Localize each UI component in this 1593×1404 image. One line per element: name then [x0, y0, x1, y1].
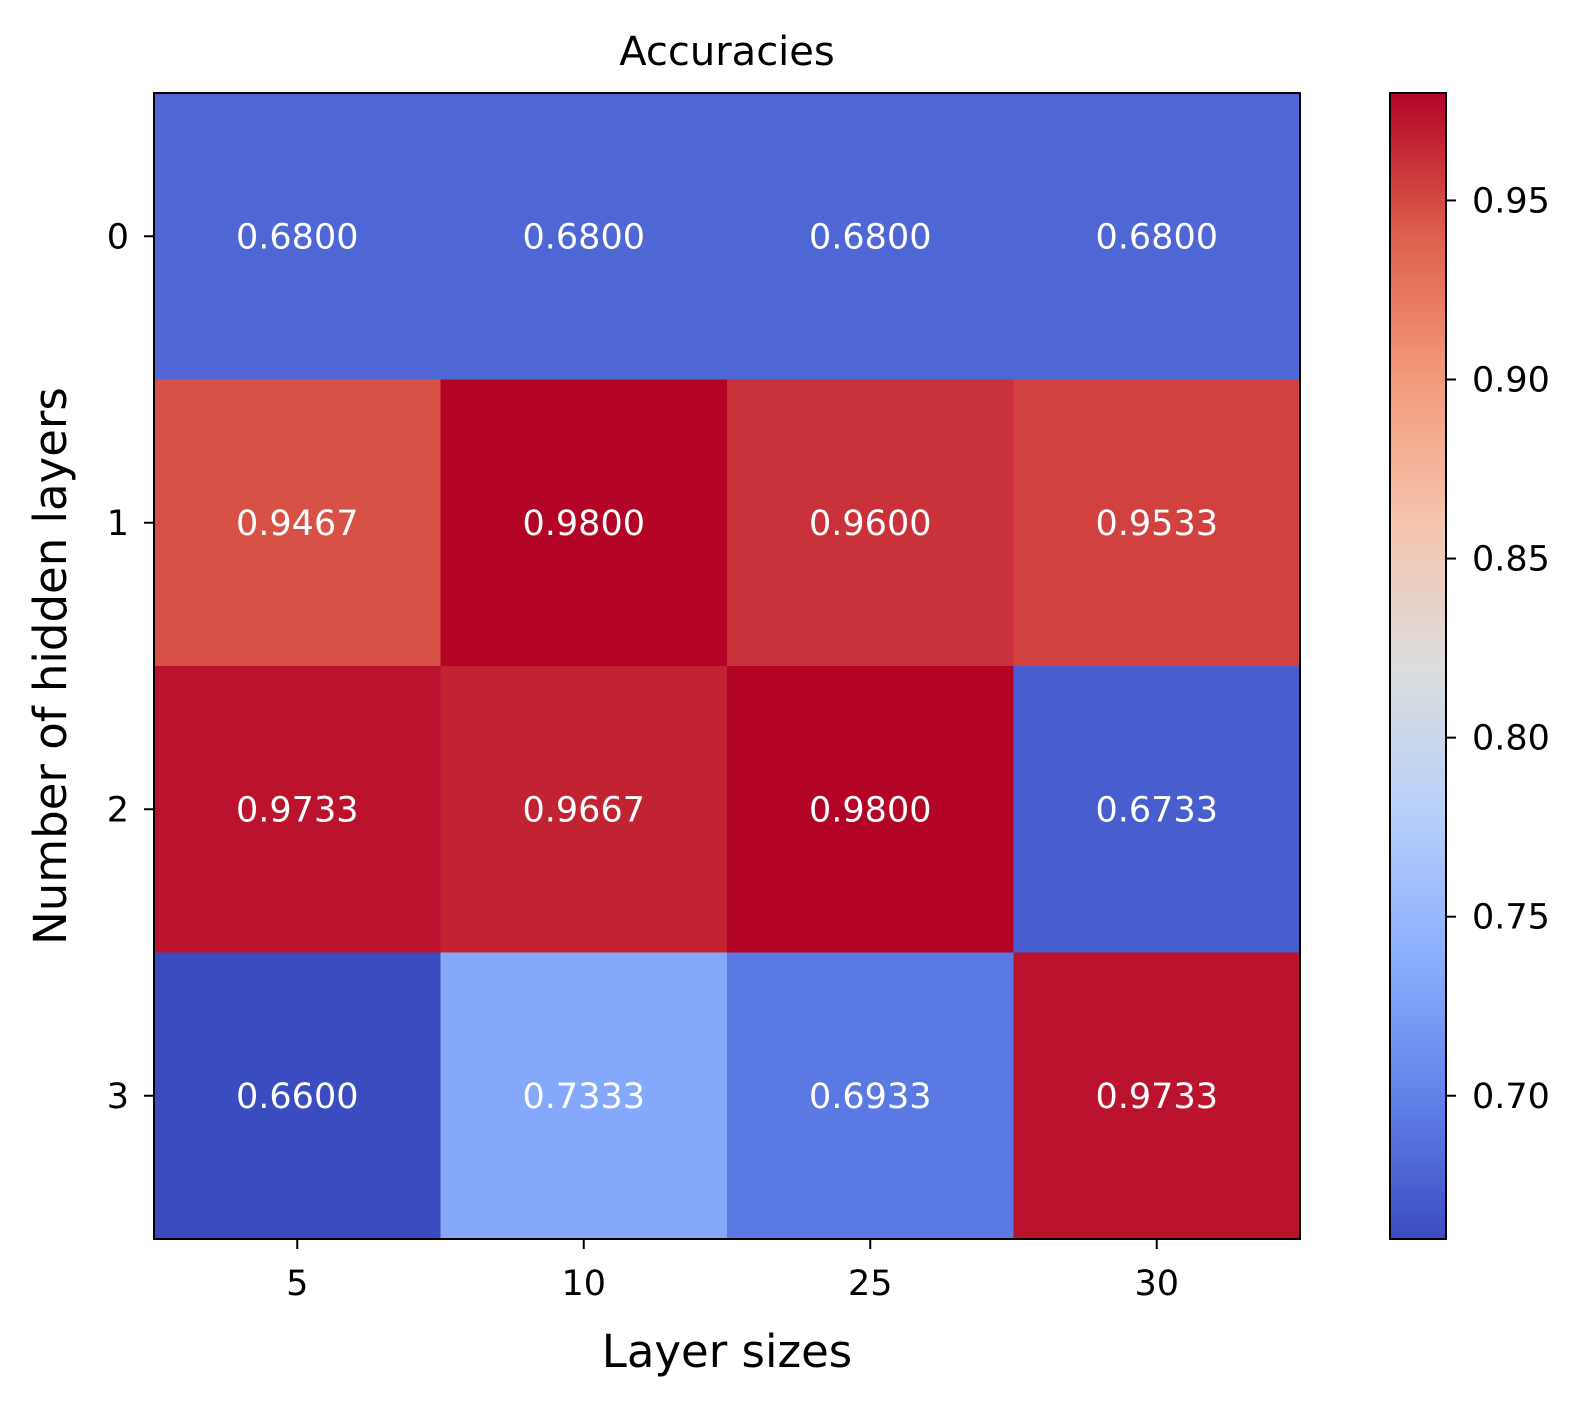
- cell-value-label: 0.6800: [1096, 217, 1218, 257]
- heatmap-cell: [154, 952, 441, 1240]
- cell-value-label: 0.9800: [809, 790, 931, 830]
- x-axis-label: Layer sizes: [602, 1325, 852, 1378]
- cell-value-label: 0.6800: [236, 217, 358, 257]
- heatmap-cell: [1013, 952, 1301, 1240]
- colorbar-tick-label: 0.70: [1472, 1077, 1550, 1117]
- heatmap-cell: [727, 952, 1014, 1240]
- cell-value-label: 0.9800: [523, 504, 645, 544]
- heatmap-cell: [727, 379, 1014, 667]
- x-tick-label: 30: [1134, 1264, 1179, 1304]
- cell-value-label: 0.6800: [523, 217, 645, 257]
- x-tick-label: 10: [561, 1264, 606, 1304]
- x-axis: 5 10 25 30: [286, 1239, 1179, 1304]
- cell-value-label: 0.9467: [236, 504, 358, 544]
- chart-title: Accuracies: [619, 29, 835, 75]
- cell-value-label: 0.6733: [1096, 790, 1218, 830]
- cell-value-label: 0.9533: [1096, 504, 1218, 544]
- heatmap-cell: [154, 666, 441, 953]
- heatmap-cells: 0.6800 0.6800 0.6800 0.6800 0.9467 0.9800 0.96…: [154, 93, 1301, 1240]
- x-tick-label: 5: [286, 1264, 308, 1304]
- cell-value-label: 0.6933: [809, 1077, 931, 1117]
- colorbar-tick-label: 0.90: [1472, 361, 1550, 401]
- y-tick-label: 1: [107, 504, 129, 544]
- y-tick-label: 2: [107, 790, 129, 830]
- y-axis-label: Number of hidden layers: [24, 387, 77, 945]
- cell-value-label: 0.7333: [523, 1077, 645, 1117]
- heatmap-cell: [440, 666, 728, 953]
- colorbar-tick-label: 0.75: [1472, 898, 1550, 938]
- heatmap-cell: [1013, 666, 1301, 953]
- colorbar-tick-label: 0.80: [1472, 719, 1550, 759]
- heatmap-cell: [154, 93, 441, 380]
- y-tick-label: 0: [107, 217, 129, 257]
- colorbar: [1389, 92, 1447, 1240]
- cell-value-label: 0.9667: [523, 790, 645, 830]
- x-tick-label: 25: [848, 1264, 893, 1304]
- cell-value-label: 0.9600: [809, 504, 931, 544]
- heatmap-cell: [154, 379, 441, 667]
- colorbar-tick-label: 0.95: [1472, 181, 1550, 221]
- cell-value-label: 0.9733: [1096, 1077, 1218, 1117]
- heatmap-cell: [727, 93, 1014, 380]
- y-axis: 0 1 2 3: [107, 217, 154, 1117]
- colorbar-tick-label: 0.85: [1472, 540, 1550, 580]
- heatmap-cell: [1013, 93, 1301, 380]
- cell-value-label: 0.6600: [236, 1077, 358, 1117]
- colorbar-ticks: 0.70 0.75 0.80 0.85 0.90 0.95: [1446, 181, 1550, 1117]
- heatmap-cell: [727, 666, 1014, 953]
- cell-value-label: 0.9733: [236, 790, 358, 830]
- heatmap-cell: [440, 379, 728, 667]
- heatmap-cell: [440, 952, 728, 1240]
- y-tick-label: 3: [107, 1077, 129, 1117]
- plot-frame: [153, 92, 1301, 1240]
- heatmap-cell: [1013, 379, 1301, 667]
- cell-value-label: 0.6800: [809, 217, 931, 257]
- heatmap-cell: [440, 93, 728, 380]
